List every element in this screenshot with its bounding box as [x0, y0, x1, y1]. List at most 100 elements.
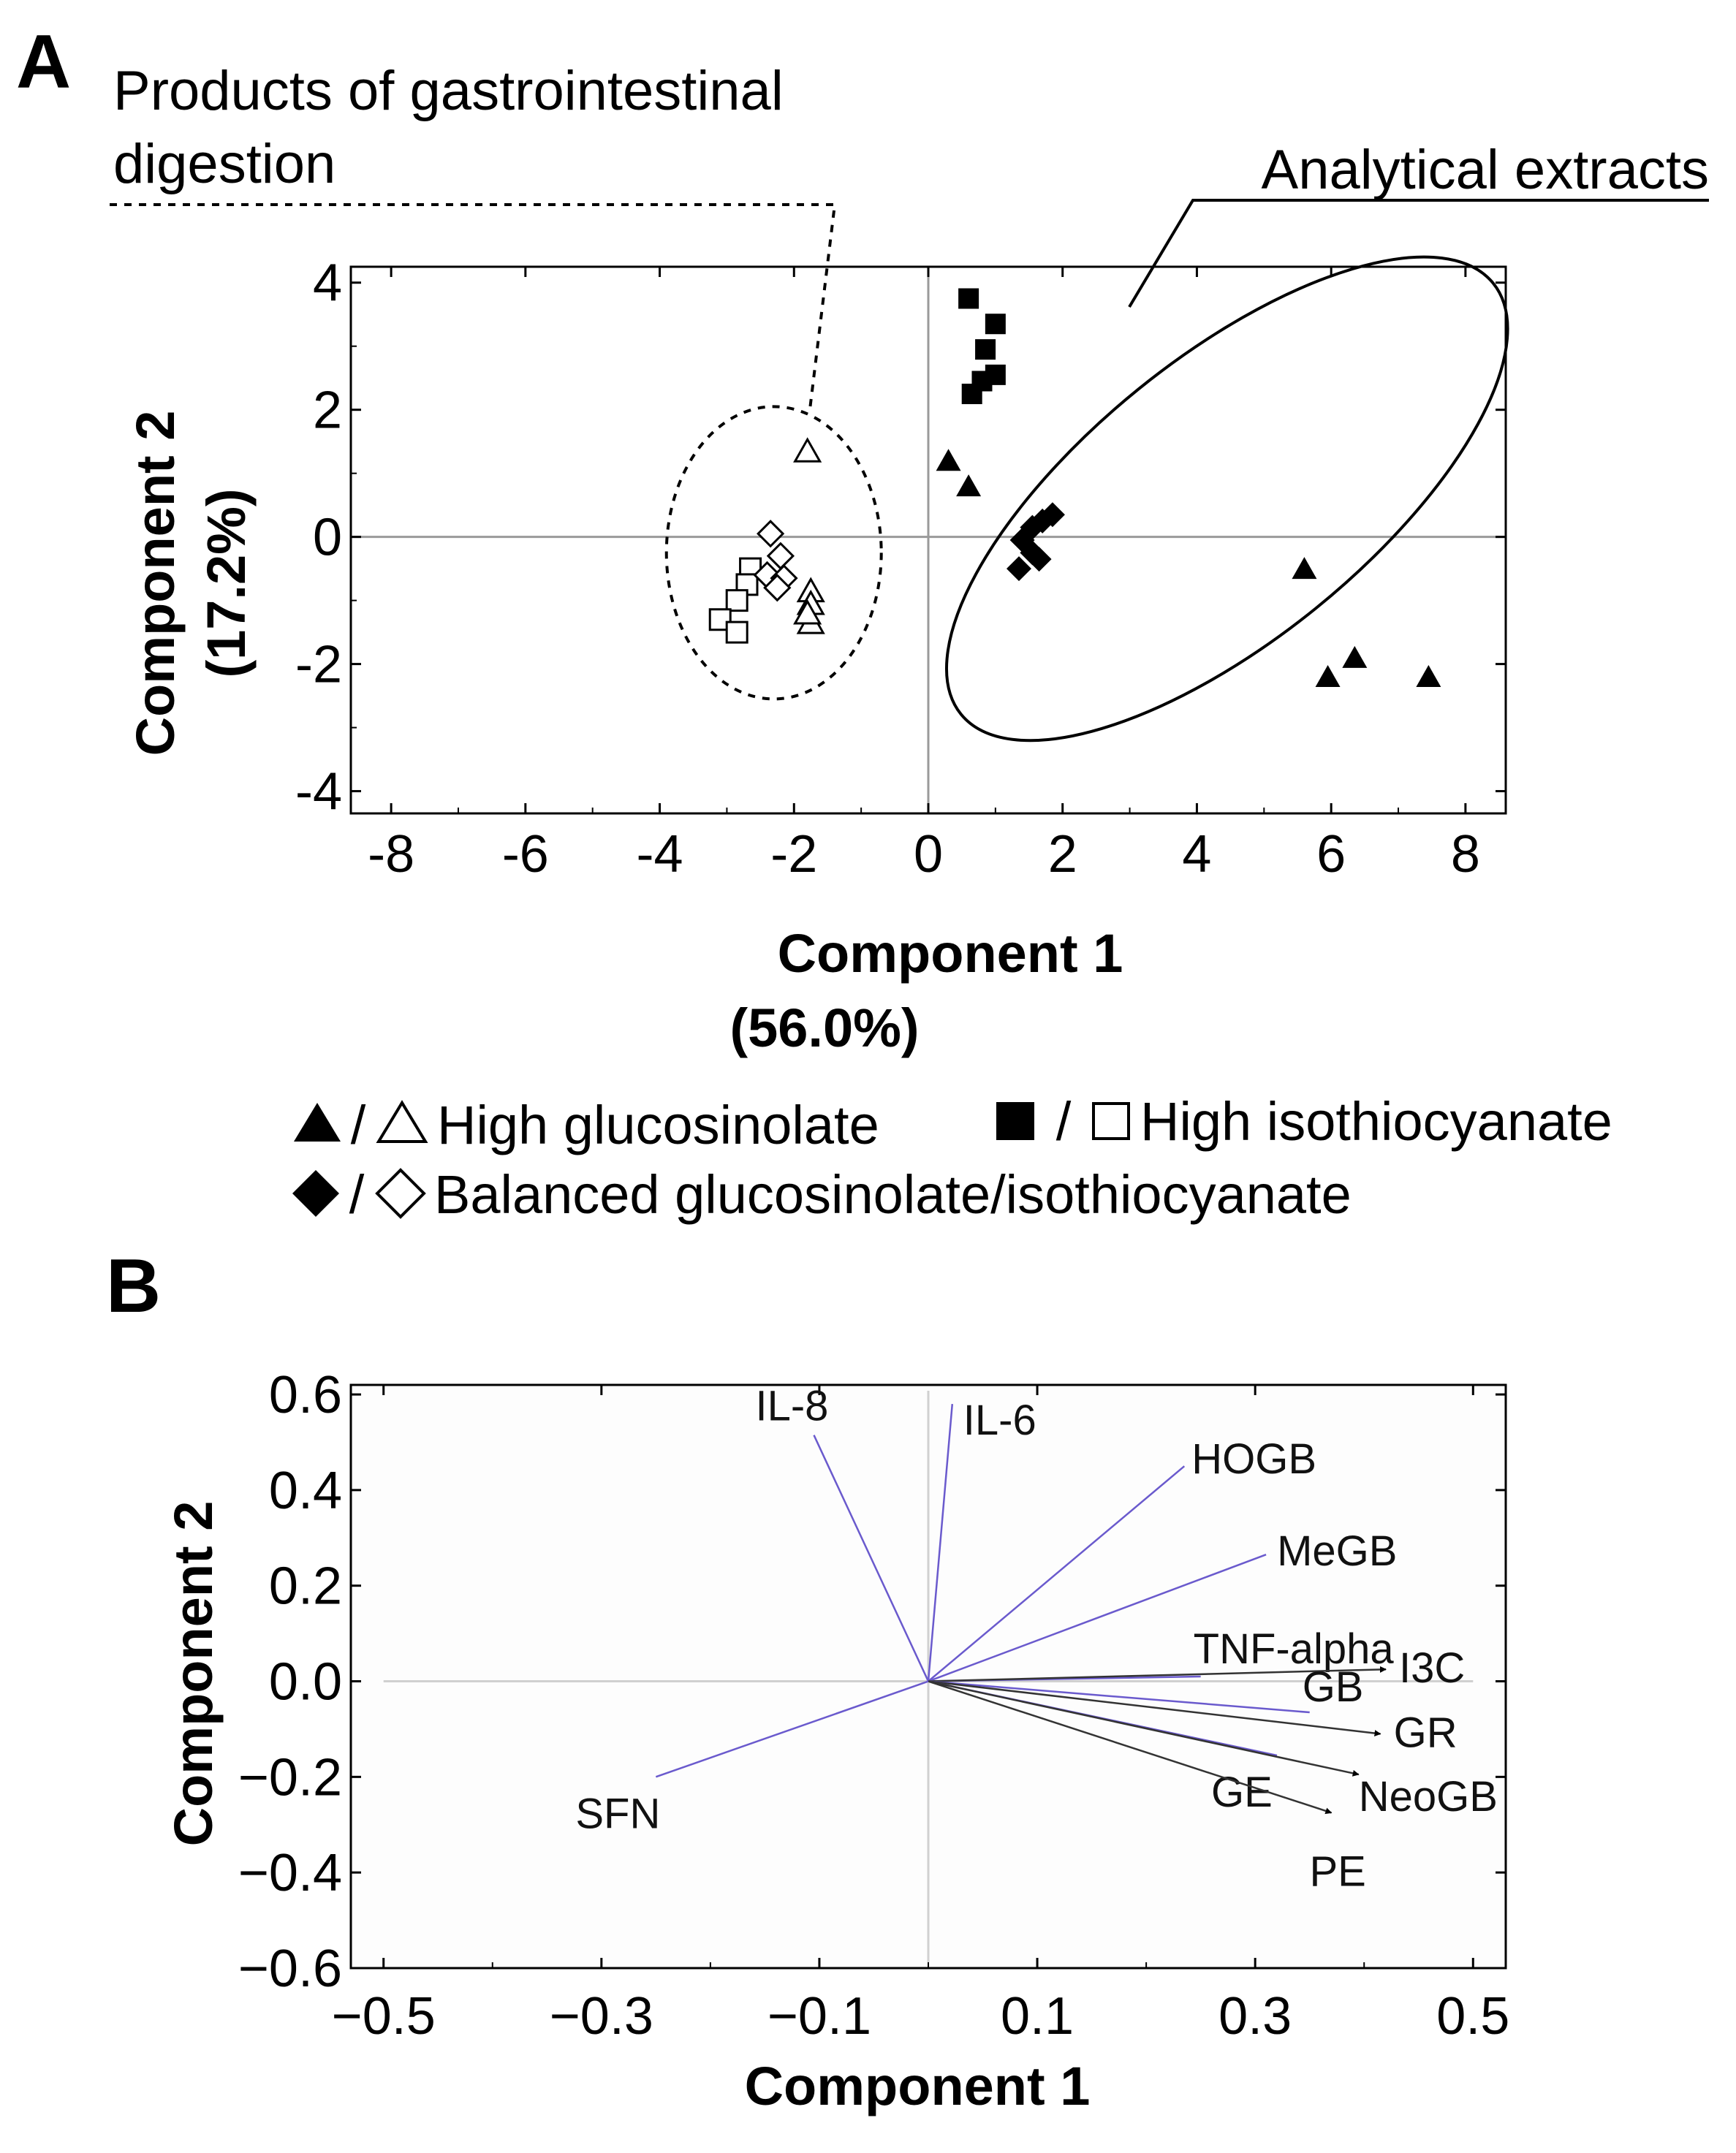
x-tick-label: −0.1	[767, 1987, 871, 2046]
loading-vector-gb	[928, 1680, 1310, 1714]
data-point-square-filled	[958, 288, 979, 309]
filled-triangle-icon	[294, 1103, 341, 1142]
y-tick-label: 0.0	[269, 1653, 342, 1712]
legend-label-balanced: Balanced glucosinolate/isothiocyanate	[434, 1164, 1352, 1225]
open-diamond-icon	[375, 1168, 426, 1219]
annotation-gi-line1: Products of gastrointestinal	[113, 60, 784, 122]
x-tick-label: −0.3	[550, 1987, 653, 2046]
x-tick-label: -8	[368, 825, 414, 884]
legend-label-high-isothiocyanate: High isothiocyanate	[1140, 1091, 1612, 1152]
x-tick-label: −0.5	[332, 1987, 436, 2046]
loading-vector-megb	[928, 1554, 1267, 1682]
data-point-square-open	[725, 589, 748, 612]
loading-label-il-8: IL-8	[755, 1383, 828, 1430]
x-tick-label: 0.1	[1001, 1987, 1074, 2046]
loading-vector-pe	[928, 1680, 1333, 1815]
legend: / High glucosinolate / High isothiocyana…	[292, 1091, 1612, 1225]
x-axis-label-line1: Component 1	[778, 923, 1123, 984]
y-axis-label: Component 2	[163, 1501, 224, 1847]
data-point-triangle-open	[793, 599, 822, 625]
loading-label-il-6: IL-6	[963, 1397, 1036, 1444]
y-tick-label: 0.4	[269, 1462, 342, 1520]
loading-label-gr: GR	[1394, 1709, 1458, 1756]
data-point-diamond-open	[757, 520, 785, 548]
panel-a-label: A	[16, 20, 71, 105]
loading-label-sfn: SFN	[575, 1790, 660, 1837]
y-tick-label: 2	[313, 381, 342, 440]
y-axis-label-line2: (17.2%)	[196, 488, 257, 677]
x-axis-label-line2: (56.0%)	[729, 998, 919, 1058]
y-tick-label: −0.6	[238, 1940, 342, 1998]
loading-label-neogb: NeoGB	[1359, 1773, 1498, 1820]
legend-item-balanced: / Balanced glucosinolate/isothiocyanate	[292, 1164, 1352, 1225]
annotation-gi-line2: digestion	[113, 133, 336, 195]
x-tick-label: -4	[637, 825, 683, 884]
legend-separator: /	[351, 1095, 366, 1155]
loading-label-i3c: I3C	[1399, 1644, 1465, 1692]
axis-ticks: −0.5 −0.3 −0.1 0.1 0.3 0.5 0.6 0.4 0.2 0.0 −0.2 −0.…	[238, 1366, 1509, 2046]
open-triangle-icon	[376, 1100, 428, 1143]
annotation-analytical-leader	[1128, 199, 1709, 308]
data-point-square-open	[725, 620, 748, 644]
legend-label-high-glucosinolate: High glucosinolate	[437, 1095, 879, 1155]
y-tick-label: 0.2	[269, 1557, 342, 1616]
zero-lines	[351, 267, 1506, 813]
data-point-diamond-filled	[1026, 547, 1052, 572]
data-point-triangle-open	[793, 437, 822, 463]
annotation-gi-leader	[110, 203, 837, 410]
y-tick-label: −0.4	[238, 1844, 342, 1902]
loading-label-megb: MeGB	[1277, 1527, 1397, 1575]
axis-ticks: -8 -6 -4 -2 0 2 4 6 8 4 2 0 -2 -4	[295, 254, 1506, 884]
loading-label-gb: GB	[1303, 1663, 1364, 1711]
x-tick-label: 0.5	[1436, 1987, 1509, 2046]
y-tick-label: 0	[313, 509, 342, 567]
panel-a: A Products of gastrointestinal digestion…	[16, 20, 1709, 1225]
data-point-triangle-filled	[1292, 557, 1317, 580]
analytical-extracts-ellipse	[944, 255, 1509, 743]
loading-vector-il-6	[927, 1404, 954, 1682]
loading-vector-hogb	[928, 1465, 1186, 1682]
legend-item-high-glucosinolate: / High glucosinolate	[294, 1095, 879, 1155]
data-point-triangle-filled	[1342, 645, 1368, 668]
legend-separator: /	[1056, 1091, 1072, 1152]
panel-b-label: B	[106, 1244, 161, 1329]
group-ellipses	[664, 255, 1509, 743]
filled-diamond-icon	[292, 1170, 339, 1217]
loading-vector-il-8	[813, 1435, 930, 1682]
data-point-square-filled	[961, 383, 982, 404]
data-point-square-filled	[975, 339, 996, 360]
y-tick-label: −0.2	[238, 1748, 342, 1807]
x-tick-label: 2	[1048, 825, 1077, 884]
loading-vector-sfn	[655, 1680, 929, 1778]
x-tick-label: -6	[502, 825, 549, 884]
loading-label-tnf-alpha: TNF-alpha	[1194, 1625, 1395, 1673]
data-point-triangle-filled	[936, 449, 961, 471]
legend-separator: /	[349, 1164, 365, 1225]
loading-vector-i3c	[928, 1666, 1387, 1682]
loading-label-hogb: HOGB	[1191, 1435, 1316, 1483]
x-axis-label: Component 1	[745, 2056, 1091, 2116]
open-square-icon	[1092, 1102, 1130, 1140]
loading-label-pe: PE	[1310, 1848, 1366, 1895]
data-point-square-filled	[985, 314, 1006, 335]
data-point-triangle-filled	[956, 474, 982, 497]
filled-square-icon	[996, 1102, 1034, 1140]
gi-digestion-ellipse	[664, 405, 883, 701]
annotation-analytical: Analytical extracts	[1262, 139, 1709, 201]
data-point-triangle-filled	[1315, 665, 1341, 687]
y-tick-label: -2	[295, 636, 342, 694]
x-tick-label: -2	[770, 825, 817, 884]
legend-item-high-isothiocyanate: / High isothiocyanate	[996, 1091, 1612, 1152]
loading-vector-neogb	[928, 1680, 1360, 1777]
data-point-diamond-open	[766, 542, 795, 570]
y-axis-label-line1: Component 2	[125, 411, 186, 756]
data-point-diamond-filled	[1007, 556, 1032, 582]
x-tick-label: 4	[1182, 825, 1211, 884]
y-tick-label: 0.6	[269, 1366, 342, 1424]
x-tick-label: 0	[914, 825, 943, 884]
y-tick-label: -4	[295, 763, 342, 821]
x-tick-label: 6	[1316, 825, 1346, 884]
panel-b: B −0.5 −0.3 −0.1 0.1 0.3 0.50.60.40.20.0−0.2−…	[106, 1244, 1509, 2116]
